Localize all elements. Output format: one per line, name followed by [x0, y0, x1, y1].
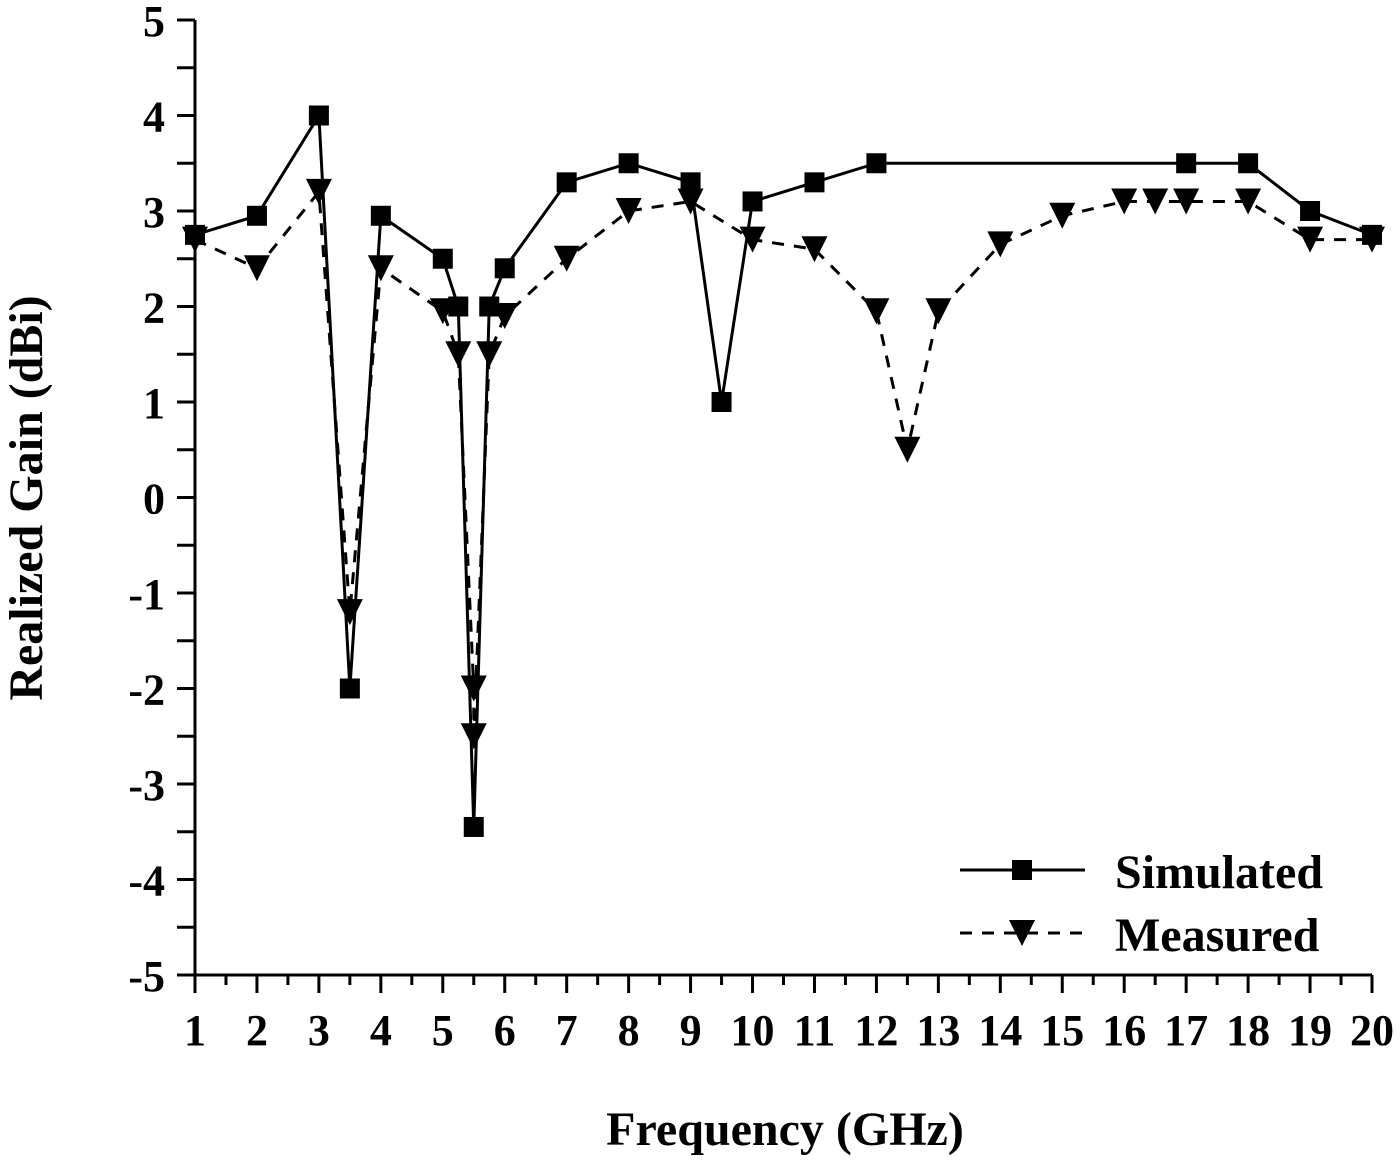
- x-tick-label: 5: [432, 1006, 454, 1055]
- triangle-down-marker-icon: [1235, 188, 1262, 215]
- y-tick-label: 4: [143, 93, 165, 142]
- triangle-down-marker-icon: [445, 341, 472, 368]
- y-tick-label: 2: [143, 284, 165, 333]
- x-axis-label: Frequency (GHz): [606, 1103, 964, 1156]
- triangle-down-marker-icon: [367, 255, 394, 282]
- y-tick-label: -1: [128, 570, 165, 619]
- legend-item-simulated: Simulated: [960, 846, 1323, 899]
- triangle-down-marker-icon: [615, 198, 642, 224]
- x-tick-label: 3: [308, 1006, 330, 1055]
- triangle-down-marker-icon: [1359, 226, 1385, 253]
- triangle-down-marker-icon: [894, 436, 921, 463]
- square-marker-icon: [742, 191, 763, 212]
- square-marker-icon: [339, 678, 360, 699]
- x-tick-label: 19: [1288, 1006, 1332, 1055]
- triangle-down-marker-icon: [925, 298, 952, 325]
- square-marker-icon: [804, 172, 825, 193]
- square-marker-icon: [556, 172, 577, 193]
- y-tick-label: 5: [143, 0, 165, 46]
- series-layer: [182, 105, 1385, 837]
- triangle-down-marker-icon: [460, 675, 487, 702]
- square-marker-icon: [1012, 860, 1032, 880]
- triangle-down-marker-icon: [553, 245, 580, 272]
- triangle-down-marker-icon: [182, 226, 208, 253]
- triangle-down-marker-icon: [305, 178, 332, 205]
- y-tick-label: -2: [128, 666, 165, 715]
- y-tick-label: -3: [128, 761, 165, 810]
- square-marker-icon: [1238, 153, 1259, 174]
- series-line: [194, 190, 1372, 738]
- triangle-down-marker-icon: [1142, 188, 1169, 215]
- square-marker-icon: [1176, 153, 1197, 174]
- triangle-down-marker-icon: [739, 226, 766, 253]
- x-tick-label: 12: [854, 1006, 898, 1055]
- x-tick-label: 7: [556, 1006, 578, 1055]
- x-tick-label: 10: [731, 1006, 775, 1055]
- legend-label: Simulated: [1115, 846, 1323, 899]
- x-tick-label: 15: [1040, 1006, 1084, 1055]
- square-marker-icon: [246, 205, 267, 226]
- triangle-down-marker-icon: [429, 298, 456, 325]
- legend-label: Measured: [1115, 909, 1320, 962]
- square-marker-icon: [494, 258, 515, 279]
- square-marker-icon: [680, 172, 701, 193]
- legend-item-measured: Measured: [960, 909, 1320, 962]
- triangle-down-marker-icon: [801, 236, 828, 263]
- square-marker-icon: [432, 248, 453, 269]
- x-tick-label: 16: [1102, 1006, 1146, 1055]
- x-tick-label: 18: [1226, 1006, 1270, 1055]
- triangle-down-marker-icon: [1009, 920, 1035, 946]
- square-marker-icon: [308, 105, 329, 126]
- square-marker-icon: [479, 296, 500, 317]
- triangle-down-marker-icon: [1111, 188, 1138, 215]
- x-tick-label: 4: [370, 1006, 392, 1055]
- triangle-down-marker-icon: [1049, 202, 1076, 229]
- x-tick-label: 1: [184, 1006, 206, 1055]
- y-tick-label: 1: [143, 379, 165, 428]
- y-axis-label: Realized Gain (dBi): [0, 295, 53, 700]
- x-tick-label: 20: [1350, 1006, 1394, 1055]
- square-marker-icon: [370, 205, 391, 226]
- x-tick-label: 6: [494, 1006, 516, 1055]
- triangle-down-marker-icon: [491, 303, 518, 330]
- x-tick-label: 14: [978, 1006, 1022, 1055]
- x-tick-label: 2: [246, 1006, 268, 1055]
- square-marker-icon: [463, 816, 484, 837]
- triangle-down-marker-icon: [336, 599, 363, 626]
- x-tick-label: 11: [794, 1006, 836, 1055]
- series-simulated: [185, 105, 1382, 837]
- x-tick-label: 8: [618, 1006, 640, 1055]
- series-measured: [182, 178, 1385, 750]
- triangle-down-marker-icon: [243, 255, 270, 282]
- triangle-down-marker-icon: [987, 231, 1014, 258]
- y-tick-label: -4: [128, 857, 165, 906]
- x-tick-label: 9: [680, 1006, 702, 1055]
- square-marker-icon: [866, 153, 887, 174]
- square-marker-icon: [1300, 201, 1321, 221]
- x-tick-label: 13: [916, 1006, 960, 1055]
- triangle-down-marker-icon: [863, 298, 890, 325]
- x-tick-label: 17: [1164, 1006, 1208, 1055]
- y-tick-label: 3: [143, 188, 165, 237]
- triangle-down-marker-icon: [476, 341, 503, 368]
- triangle-down-marker-icon: [677, 188, 704, 215]
- triangle-down-marker-icon: [1297, 226, 1324, 253]
- legend: Simulated Measured: [960, 846, 1323, 962]
- square-marker-icon: [618, 153, 639, 174]
- triangle-down-marker-icon: [460, 723, 487, 750]
- square-marker-icon: [711, 392, 732, 412]
- y-tick-label: 0: [143, 475, 165, 524]
- y-tick-label: -5: [128, 952, 165, 1001]
- triangle-down-marker-icon: [1173, 188, 1200, 215]
